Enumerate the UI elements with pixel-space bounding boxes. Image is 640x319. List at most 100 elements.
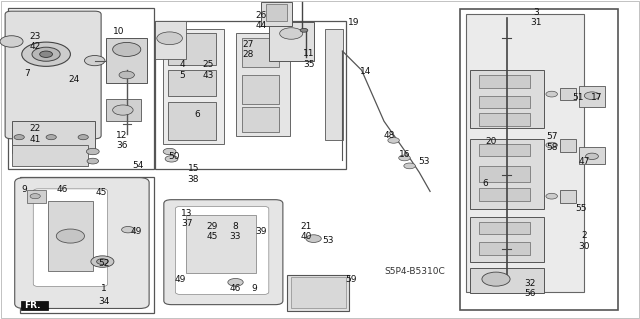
Bar: [186, 215, 256, 273]
Circle shape: [300, 28, 308, 32]
Bar: [479, 188, 530, 201]
Bar: [261, 2, 292, 26]
Text: 34: 34: [99, 297, 110, 306]
Bar: [242, 107, 279, 132]
Text: 3
31: 3 31: [531, 8, 542, 27]
Text: 17: 17: [591, 93, 603, 102]
Bar: [579, 86, 605, 107]
Circle shape: [30, 194, 40, 199]
Text: 48: 48: [383, 131, 395, 140]
Text: 45: 45: [95, 189, 107, 197]
Bar: [560, 139, 576, 152]
Bar: [325, 29, 343, 140]
Bar: [242, 75, 279, 104]
Circle shape: [113, 42, 141, 56]
Text: 15
38: 15 38: [188, 164, 199, 183]
Text: 52: 52: [99, 259, 110, 268]
Circle shape: [40, 51, 52, 57]
Text: 13
37: 13 37: [181, 209, 193, 228]
Text: 14: 14: [360, 67, 372, 76]
Circle shape: [46, 135, 56, 140]
Circle shape: [163, 148, 176, 155]
Bar: [266, 4, 287, 21]
Text: 55: 55: [575, 204, 587, 213]
Text: 22
41: 22 41: [29, 124, 41, 144]
Circle shape: [32, 47, 60, 61]
Text: 59: 59: [345, 275, 356, 284]
Text: 32
56: 32 56: [524, 279, 536, 298]
Bar: [479, 242, 530, 255]
Bar: [560, 190, 576, 203]
Circle shape: [0, 36, 23, 47]
Polygon shape: [21, 301, 48, 310]
Bar: [48, 201, 93, 271]
FancyBboxPatch shape: [164, 200, 283, 305]
Bar: [479, 166, 530, 182]
Circle shape: [586, 153, 598, 160]
Bar: [242, 38, 279, 67]
Circle shape: [56, 229, 84, 243]
Circle shape: [399, 155, 410, 161]
Text: 57
58: 57 58: [547, 132, 558, 152]
Bar: [155, 21, 186, 59]
Text: 54: 54: [132, 161, 143, 170]
Text: 26
44: 26 44: [255, 11, 267, 30]
Text: 47: 47: [579, 157, 590, 166]
Bar: [470, 268, 544, 293]
Text: 16: 16: [399, 150, 411, 159]
Bar: [106, 99, 141, 121]
Bar: [479, 75, 530, 88]
Text: 1: 1: [102, 284, 107, 293]
Text: 2
30: 2 30: [579, 231, 590, 250]
Text: 6: 6: [195, 110, 200, 119]
Bar: [155, 21, 346, 169]
Bar: [168, 70, 216, 96]
Bar: [479, 144, 530, 156]
Text: 39: 39: [255, 227, 267, 236]
Circle shape: [228, 278, 243, 286]
Bar: [27, 190, 46, 203]
Text: 11
35: 11 35: [303, 49, 315, 69]
Bar: [470, 217, 544, 262]
Text: 51: 51: [572, 93, 584, 102]
Bar: [163, 29, 224, 144]
Text: FR.: FR.: [24, 301, 41, 310]
Circle shape: [91, 256, 114, 267]
FancyBboxPatch shape: [33, 189, 108, 286]
FancyBboxPatch shape: [175, 206, 269, 294]
Circle shape: [546, 142, 557, 148]
Bar: [12, 145, 88, 166]
Text: 23
42: 23 42: [29, 32, 41, 51]
Circle shape: [84, 56, 105, 66]
Circle shape: [22, 42, 70, 66]
Bar: [479, 96, 530, 108]
Circle shape: [280, 28, 303, 39]
Circle shape: [482, 272, 510, 286]
Circle shape: [119, 71, 134, 79]
Text: 53: 53: [323, 236, 334, 245]
Text: 19: 19: [348, 19, 360, 27]
FancyBboxPatch shape: [5, 11, 101, 139]
Bar: [8, 8, 154, 169]
Bar: [168, 33, 216, 65]
Text: 21
40: 21 40: [300, 222, 312, 241]
Bar: [479, 113, 530, 126]
Circle shape: [584, 92, 600, 100]
Bar: [470, 70, 544, 128]
Text: 50: 50: [168, 152, 180, 161]
Bar: [12, 121, 95, 153]
Text: 46: 46: [57, 185, 68, 194]
Text: 4
5: 4 5: [180, 61, 185, 80]
Text: 29
45: 29 45: [207, 222, 218, 241]
Bar: [291, 277, 346, 308]
Circle shape: [157, 32, 182, 45]
Text: 46: 46: [230, 284, 241, 293]
Circle shape: [78, 135, 88, 140]
Circle shape: [306, 235, 321, 242]
Text: 7: 7: [24, 69, 29, 78]
Text: 6: 6: [483, 179, 488, 188]
Text: 25
43: 25 43: [202, 61, 214, 80]
Circle shape: [97, 259, 108, 264]
Circle shape: [404, 163, 415, 169]
Circle shape: [113, 105, 133, 115]
